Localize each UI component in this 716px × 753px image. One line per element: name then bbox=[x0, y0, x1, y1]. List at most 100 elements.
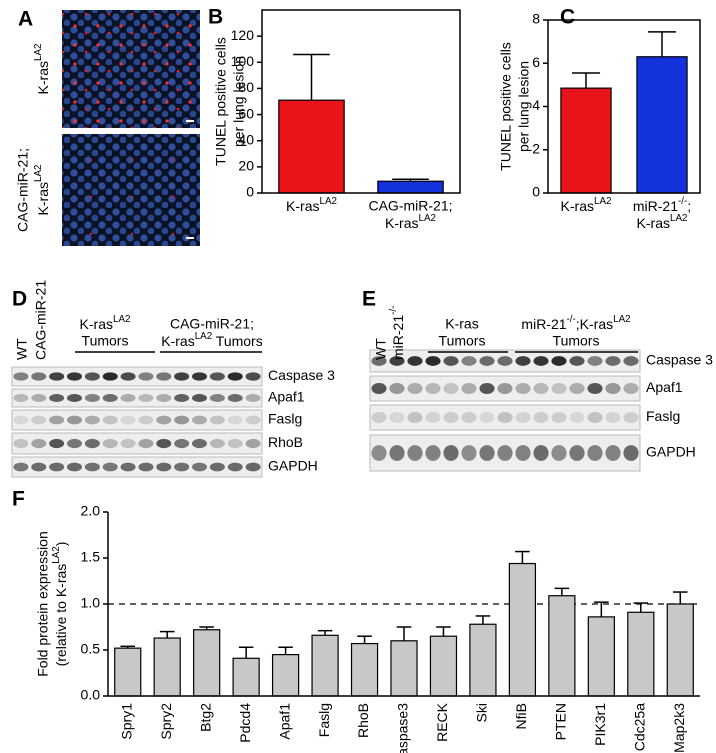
group-label-part: Tumors bbox=[212, 333, 263, 349]
bar bbox=[278, 99, 345, 194]
row-label-sup: LA2 bbox=[33, 165, 44, 182]
row-label: CAG-miR-21; bbox=[15, 148, 31, 232]
blot-band bbox=[227, 438, 243, 449]
x-tick-label-sup: LA2 bbox=[320, 196, 337, 207]
blot-band bbox=[67, 372, 82, 381]
y-tick-label: 1.5 bbox=[81, 549, 101, 565]
blot-band bbox=[443, 356, 459, 366]
panel-label: C bbox=[560, 6, 575, 29]
protein-label: RhoB bbox=[268, 434, 303, 450]
blot-band bbox=[84, 438, 100, 449]
blot-strip bbox=[369, 375, 641, 402]
protein-label: GAPDH bbox=[268, 458, 318, 474]
blot-band bbox=[174, 438, 190, 449]
blot-band bbox=[407, 412, 423, 423]
blot-band bbox=[174, 415, 190, 425]
blot-band bbox=[479, 445, 495, 461]
group-label-part: K-ras bbox=[161, 333, 194, 349]
blot-band bbox=[192, 372, 207, 381]
protein-label: Caspase 3 bbox=[646, 352, 713, 368]
panel-label: A bbox=[18, 8, 33, 31]
blot-band bbox=[84, 462, 100, 472]
blot-band bbox=[407, 383, 423, 394]
blot-band bbox=[227, 462, 243, 472]
protein-label: Apaf1 bbox=[646, 379, 683, 395]
blot-band bbox=[31, 415, 47, 425]
blot-band bbox=[31, 462, 47, 472]
blot-band bbox=[31, 438, 47, 449]
blot-band bbox=[174, 394, 190, 402]
lane-label: miR-21-/- bbox=[388, 306, 406, 360]
blot-band bbox=[497, 383, 513, 394]
group-label-sup: LA2 bbox=[195, 331, 212, 342]
blot-band bbox=[138, 462, 154, 472]
bar bbox=[666, 603, 694, 697]
y-tick-label: 60 bbox=[238, 105, 254, 121]
blot-band bbox=[479, 412, 495, 423]
x-tick-label: Cdc25a bbox=[632, 703, 648, 751]
blot-strip bbox=[11, 409, 263, 431]
blot-band bbox=[389, 412, 405, 423]
x-tick-label: K-rasLA2 bbox=[385, 213, 436, 231]
group-label: Tumors bbox=[82, 333, 129, 349]
x-tick-label-sup: LA2 bbox=[670, 213, 687, 224]
blot-band bbox=[551, 356, 567, 366]
bar bbox=[377, 180, 444, 194]
blot-band bbox=[569, 356, 585, 366]
blot-band bbox=[425, 383, 441, 394]
blot-band bbox=[102, 415, 118, 425]
blot-band bbox=[227, 372, 243, 381]
blot-band bbox=[425, 356, 441, 366]
blot-band bbox=[138, 394, 154, 402]
blot-band bbox=[497, 445, 513, 461]
x-tick-label: RhoB bbox=[355, 703, 371, 738]
blot-band bbox=[371, 356, 387, 366]
protein-label: GAPDH bbox=[646, 444, 696, 460]
blot-band bbox=[49, 415, 65, 425]
blot-band bbox=[623, 356, 639, 366]
y-tick-label: 20 bbox=[238, 158, 254, 174]
group-label: miR-21-/-;K-rasLA2 bbox=[521, 314, 630, 332]
blot-band bbox=[31, 372, 47, 381]
blot-band bbox=[120, 415, 136, 425]
blot-band bbox=[569, 412, 585, 423]
blot-band bbox=[623, 383, 639, 394]
blot-band bbox=[569, 445, 585, 461]
blot-band bbox=[67, 415, 82, 425]
bar bbox=[114, 647, 142, 697]
blot-band bbox=[156, 438, 172, 449]
blot-band bbox=[497, 356, 513, 366]
bar bbox=[508, 562, 537, 697]
blot-band bbox=[102, 394, 118, 402]
blot-band bbox=[533, 356, 549, 366]
panel-label: E bbox=[362, 288, 376, 311]
blot-band bbox=[49, 372, 65, 381]
x-tick-label: K-rasLA2 bbox=[286, 196, 337, 214]
group-label-sup: -/- bbox=[567, 314, 576, 325]
scale-bar bbox=[186, 120, 194, 122]
y-tick-label: 0.5 bbox=[81, 641, 101, 657]
x-tick-label-sup: -/- bbox=[678, 196, 687, 207]
blot-band bbox=[533, 445, 549, 461]
blot-band bbox=[245, 462, 261, 472]
bar bbox=[311, 634, 339, 697]
x-tick-label: K-rasLA2 bbox=[561, 196, 612, 214]
y-axis-label-part: ) bbox=[53, 542, 69, 547]
blot-band bbox=[13, 394, 29, 402]
blot-strip bbox=[11, 456, 263, 478]
lane-label: CAG-miR-21 bbox=[33, 280, 49, 360]
x-tick-label: PTEN bbox=[553, 703, 569, 740]
blot-band bbox=[120, 438, 136, 449]
x-tick-label-part: miR-21 bbox=[633, 198, 678, 214]
lane-label: WT bbox=[373, 338, 389, 360]
x-tick-label-part: K-ras bbox=[561, 198, 594, 214]
y-tick-label: 6 bbox=[532, 54, 540, 70]
blot-band bbox=[245, 415, 261, 425]
blot-band bbox=[192, 415, 207, 425]
blot-band bbox=[156, 394, 172, 402]
y-tick-label: 40 bbox=[238, 131, 254, 147]
blot-band bbox=[120, 462, 136, 472]
blot-band bbox=[156, 415, 172, 425]
blot-band bbox=[605, 356, 621, 366]
blot-band bbox=[515, 445, 531, 461]
